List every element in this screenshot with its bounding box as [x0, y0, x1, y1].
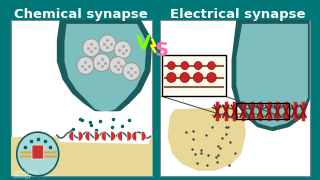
Circle shape: [193, 73, 203, 82]
Polygon shape: [57, 20, 152, 115]
Wedge shape: [132, 131, 137, 141]
Polygon shape: [65, 24, 147, 112]
Circle shape: [109, 57, 126, 75]
Bar: [11, 20, 152, 176]
Circle shape: [123, 63, 140, 80]
Text: V: V: [136, 34, 151, 53]
Bar: [236, 103, 289, 119]
Circle shape: [180, 73, 189, 82]
Text: Chemical synapse: Chemical synapse: [14, 8, 148, 21]
Circle shape: [99, 35, 116, 53]
Polygon shape: [232, 20, 310, 131]
Bar: [162, 55, 226, 96]
Circle shape: [93, 54, 110, 71]
Circle shape: [17, 132, 59, 176]
Polygon shape: [236, 24, 308, 127]
Wedge shape: [127, 131, 132, 141]
Circle shape: [194, 62, 202, 69]
Circle shape: [83, 39, 100, 57]
Circle shape: [181, 62, 188, 69]
Wedge shape: [78, 131, 83, 141]
Wedge shape: [111, 131, 116, 141]
Wedge shape: [85, 131, 90, 141]
Polygon shape: [57, 111, 152, 144]
Wedge shape: [94, 131, 99, 141]
Polygon shape: [168, 104, 246, 171]
FancyBboxPatch shape: [32, 145, 44, 159]
Text: S: S: [155, 41, 169, 60]
Circle shape: [208, 62, 215, 69]
Circle shape: [114, 41, 131, 59]
Polygon shape: [11, 135, 152, 176]
Wedge shape: [141, 131, 146, 141]
Bar: [160, 20, 310, 176]
Wedge shape: [117, 131, 122, 141]
Circle shape: [207, 73, 216, 82]
Circle shape: [168, 62, 175, 69]
Circle shape: [77, 57, 94, 75]
Circle shape: [167, 73, 176, 82]
Wedge shape: [69, 131, 74, 141]
Text: Biology: Biology: [14, 174, 32, 179]
Text: Animated: Animated: [14, 170, 37, 175]
Wedge shape: [101, 131, 106, 141]
Text: Electrical synapse: Electrical synapse: [171, 8, 306, 21]
